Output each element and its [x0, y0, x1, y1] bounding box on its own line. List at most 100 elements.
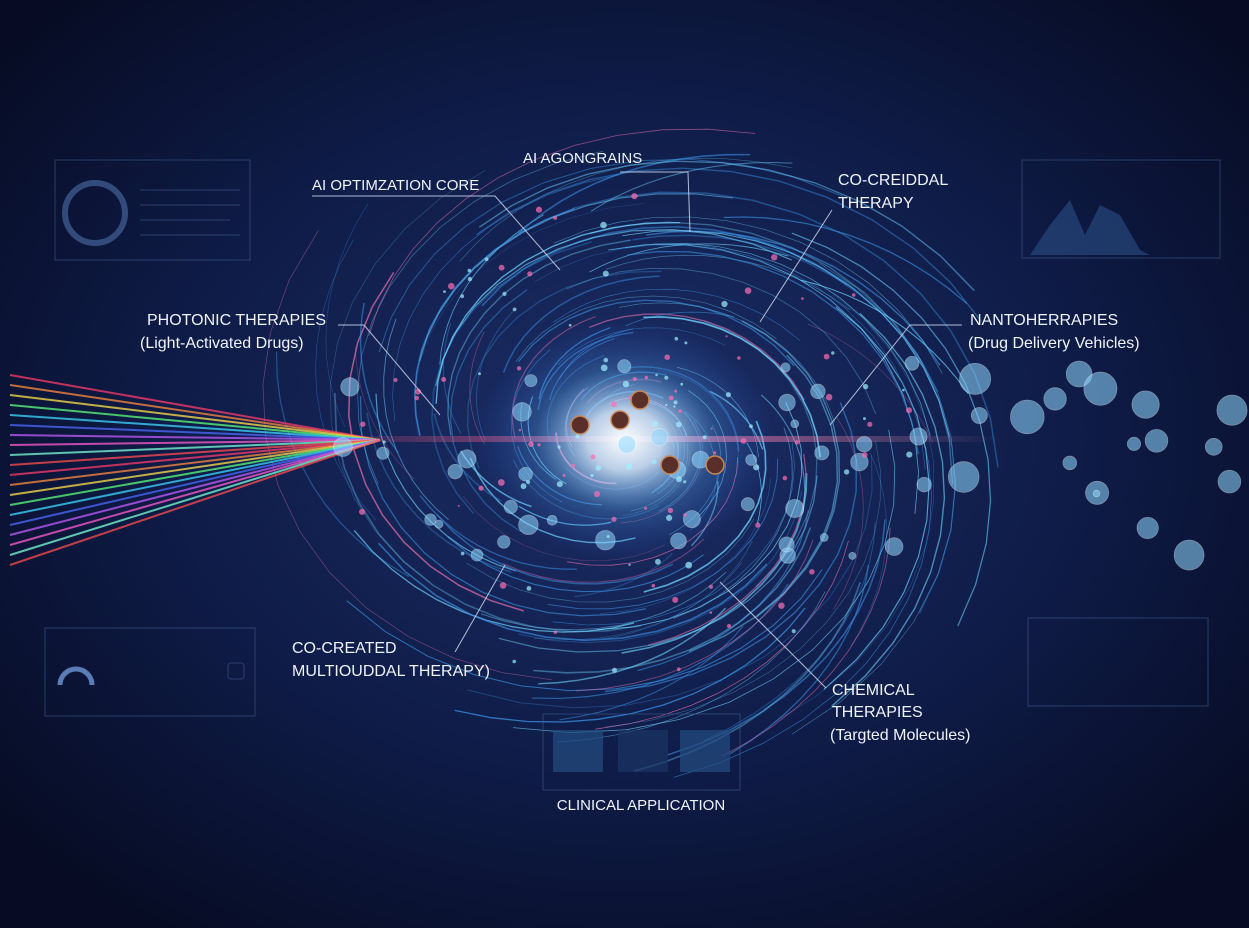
particle [960, 363, 991, 394]
spark [536, 207, 542, 213]
particle [971, 408, 987, 424]
spark [902, 389, 905, 392]
particle [1145, 430, 1168, 453]
spark [393, 378, 397, 382]
spark [684, 341, 687, 344]
particle [1093, 490, 1100, 497]
spark [737, 356, 741, 360]
particle [786, 500, 804, 518]
spark [711, 428, 713, 430]
particle [498, 536, 510, 548]
spark [571, 464, 575, 468]
particle [683, 511, 700, 528]
spark [502, 292, 506, 296]
particle [746, 455, 757, 466]
particle [458, 450, 476, 468]
particle [1174, 540, 1204, 570]
label: MULTIOUDDAL THERAPY) [292, 663, 490, 680]
spark [607, 535, 610, 538]
spark [415, 396, 420, 401]
particle [779, 394, 795, 410]
spark [633, 377, 637, 381]
particle [618, 360, 631, 373]
spark [668, 508, 673, 513]
particle [905, 356, 919, 370]
particle [1063, 456, 1077, 470]
infographic: AI AGONGRAINS AI OPTIMZATION CORE CO-CRE… [0, 0, 1249, 928]
spark [674, 400, 678, 404]
spark [675, 337, 679, 341]
spark [755, 523, 760, 528]
particle [917, 477, 931, 491]
spark [652, 584, 656, 588]
particle [1137, 517, 1158, 538]
spark [801, 297, 804, 300]
particle [815, 446, 829, 460]
particle [1011, 400, 1045, 434]
spark [664, 354, 670, 360]
spark [563, 474, 566, 477]
particle [1132, 391, 1159, 418]
spark [669, 396, 674, 401]
spark [596, 465, 602, 471]
label: (Drug Delivery Vehicles) [968, 335, 1140, 352]
spark [863, 384, 868, 389]
spark [553, 216, 557, 220]
spark [652, 421, 658, 427]
spark [517, 366, 521, 370]
particle [425, 514, 436, 525]
spark [443, 290, 446, 293]
spark [527, 271, 532, 276]
particle [513, 403, 531, 421]
spark [611, 517, 616, 522]
molecule-atom [661, 456, 679, 474]
spark [749, 424, 753, 428]
molecule-atom [611, 411, 629, 429]
spark [844, 469, 849, 474]
spark [727, 624, 731, 628]
label: NANTOHERRAPIES [970, 312, 1118, 329]
particle [781, 363, 790, 372]
label: PHOTONIC THERAPIES [147, 312, 326, 329]
spark [792, 629, 796, 633]
particle [651, 429, 668, 446]
spark [741, 438, 747, 444]
particle [857, 437, 872, 452]
spark [676, 476, 682, 482]
particle [779, 537, 794, 552]
particle [1044, 388, 1066, 410]
spark [557, 481, 563, 487]
spark [512, 660, 516, 664]
particle [377, 447, 389, 459]
particle [948, 462, 979, 493]
spark [710, 611, 713, 614]
spark [526, 480, 530, 484]
spark [725, 335, 727, 337]
spark [666, 515, 672, 521]
spark [600, 222, 607, 229]
spark [683, 513, 686, 516]
spark [709, 585, 713, 589]
spark [590, 474, 593, 477]
particle [885, 538, 903, 556]
spark [626, 463, 633, 470]
spark [906, 452, 912, 458]
particle [849, 552, 856, 559]
spark [360, 422, 365, 427]
label: THERAPIES [832, 704, 923, 721]
spark [521, 483, 527, 489]
label: THERAPY [838, 195, 914, 212]
label: (Targted Molecules) [830, 727, 971, 744]
spark [591, 454, 596, 459]
spark [479, 486, 484, 491]
spark [569, 324, 572, 327]
label: AI OPTIMZATION CORE [312, 177, 479, 194]
spark [458, 505, 460, 507]
particle [1218, 470, 1241, 493]
particle [671, 533, 687, 549]
spark [603, 271, 609, 277]
particle [596, 531, 615, 550]
spark [485, 257, 489, 261]
spark [676, 422, 682, 428]
spark [862, 452, 868, 458]
